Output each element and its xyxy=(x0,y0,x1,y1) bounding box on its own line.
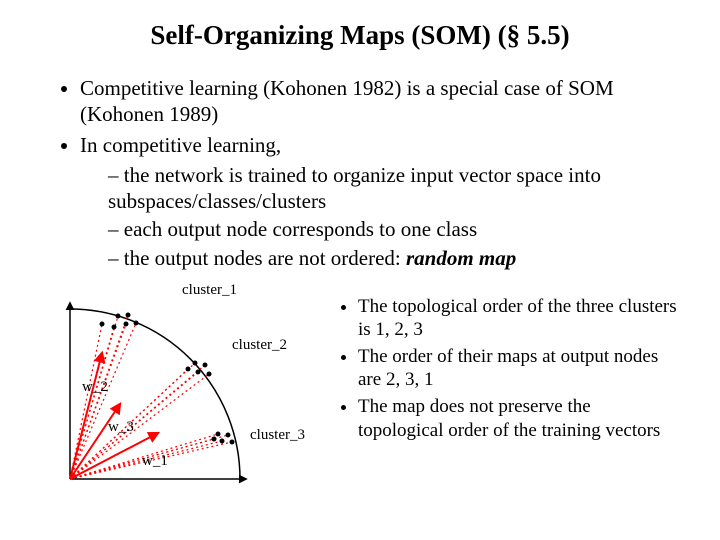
som-diagram: cluster_1 cluster_2 cluster_3 w_2 w_3 w_1 xyxy=(40,279,330,489)
svg-text:w_3: w_3 xyxy=(108,419,134,435)
slide-title: Self-Organizing Maps (SOM) (§ 5.5) xyxy=(40,20,680,51)
top-bullet-list: Competitive learning (Kohonen 1982) is a… xyxy=(40,75,680,271)
right-bullet-list: The topological order of the three clust… xyxy=(338,295,680,442)
svg-text:cluster_2: cluster_2 xyxy=(232,337,287,353)
right-bullet-3: The map does not preserve the topologica… xyxy=(358,395,680,441)
sub-bullet-3-text: the output nodes are not ordered: xyxy=(124,246,406,270)
random-map-emph: random map xyxy=(406,246,516,270)
svg-text:w_1: w_1 xyxy=(142,453,168,469)
top-bullet-2-text: In competitive learning, xyxy=(80,133,281,157)
svg-text:cluster_1: cluster_1 xyxy=(182,282,237,298)
sub-bullet-3: the output nodes are not ordered: random… xyxy=(108,245,680,271)
sub-bullet-1: the network is trained to organize input… xyxy=(108,162,680,215)
svg-text:w_2: w_2 xyxy=(82,379,108,395)
right-bullet-1: The topological order of the three clust… xyxy=(358,295,680,341)
svg-text:cluster_3: cluster_3 xyxy=(250,427,305,443)
sub-bullet-list: the network is trained to organize input… xyxy=(80,162,680,271)
sub-bullet-2: each output node corresponds to one clas… xyxy=(108,216,680,242)
top-bullet-2: In competitive learning, the network is … xyxy=(80,132,680,271)
top-bullet-1: Competitive learning (Kohonen 1982) is a… xyxy=(80,75,680,128)
right-bullet-2: The order of their maps at output nodes … xyxy=(358,345,680,391)
